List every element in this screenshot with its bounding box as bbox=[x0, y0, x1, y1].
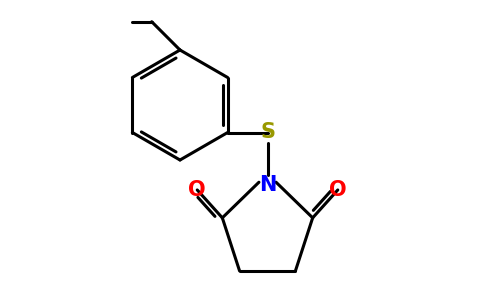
Text: S: S bbox=[260, 122, 275, 142]
Text: N: N bbox=[259, 175, 276, 195]
Text: O: O bbox=[188, 180, 206, 200]
Text: O: O bbox=[329, 180, 347, 200]
